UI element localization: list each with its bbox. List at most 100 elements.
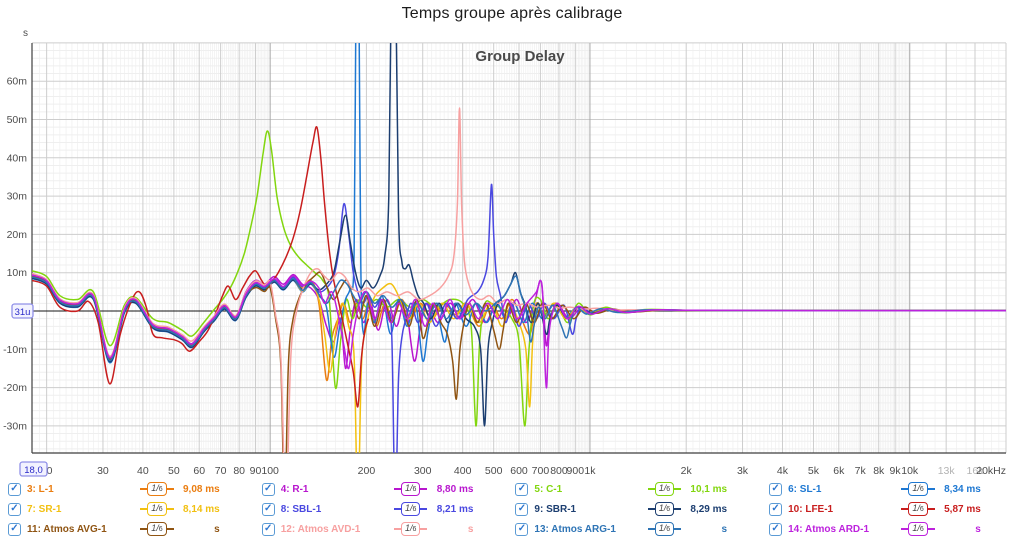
x-tick-label: 10k bbox=[901, 465, 919, 477]
smoothing-value: 1/6 bbox=[908, 482, 928, 496]
legend-label-8[interactable]: 8: SBL-1 bbox=[280, 503, 322, 515]
x-tick-label: 4k bbox=[777, 465, 789, 477]
legend-label-4[interactable]: 4: R-1 bbox=[280, 483, 309, 495]
x-tick-label: 1k bbox=[584, 465, 596, 477]
legend-label-13[interactable]: 13: Atmos ARG-1 bbox=[534, 523, 616, 535]
x-tick-label: 900 bbox=[567, 465, 585, 477]
x-tick-label: 6k bbox=[833, 465, 845, 477]
smoothing-widget-3[interactable]: 1/6 bbox=[131, 482, 183, 496]
x-tick-label: 13k bbox=[938, 465, 956, 477]
smoothing-widget-12[interactable]: 1/6 bbox=[385, 522, 437, 536]
smoothing-dash bbox=[393, 528, 401, 530]
x-tick-label: 50 bbox=[168, 465, 180, 477]
smoothing-dash bbox=[166, 508, 174, 510]
smoothing-value: 1/6 bbox=[400, 502, 421, 516]
smoothing-widget-4[interactable]: 1/6 bbox=[385, 482, 437, 496]
legend-checkbox-11[interactable]: ✓ bbox=[8, 522, 21, 536]
x-tick-label: 500 bbox=[485, 465, 503, 477]
x-tick-label: 9k bbox=[890, 465, 902, 477]
grid-minor bbox=[32, 43, 1006, 453]
legend-item-7: ✓ 7: SR-1 1/6 8,14 ms bbox=[6, 499, 260, 519]
x-tick-label: 2k bbox=[681, 465, 693, 477]
legend-checkbox-7[interactable]: ✓ bbox=[8, 502, 21, 516]
legend-label-3[interactable]: 3: L-1 bbox=[27, 483, 54, 495]
smoothing-dash bbox=[901, 508, 909, 510]
x-tick-label: 80 bbox=[233, 465, 245, 477]
smoothing-dash bbox=[674, 508, 682, 510]
cursor-y-readout[interactable]: 31u bbox=[11, 303, 34, 319]
smoothing-dash bbox=[166, 488, 174, 490]
series-trace-12 bbox=[32, 107, 1006, 453]
x-tick-label: 70 bbox=[215, 465, 227, 477]
smoothing-dash bbox=[420, 508, 428, 510]
legend-checkbox-4[interactable]: ✓ bbox=[261, 482, 275, 496]
y-tick-label: -20m bbox=[3, 382, 27, 394]
smoothing-widget-11[interactable]: 1/6 bbox=[131, 522, 183, 536]
y-tick-label: 10m bbox=[7, 267, 28, 279]
legend-checkbox-8[interactable]: ✓ bbox=[261, 502, 275, 516]
y-tick-label: 60m bbox=[7, 76, 28, 88]
smoothing-dash bbox=[674, 488, 682, 490]
smoothing-value: 1/6 bbox=[147, 522, 167, 536]
smoothing-dash bbox=[647, 488, 655, 490]
cursor-x-readout[interactable]: 18,0 bbox=[19, 461, 48, 477]
legend-item-6: ✓ 6: SL-1 1/6 8,34 ms bbox=[767, 479, 1021, 499]
legend-checkbox-13[interactable]: ✓ bbox=[515, 522, 529, 536]
legend-label-7[interactable]: 7: SR-1 bbox=[27, 503, 62, 515]
smoothing-dash bbox=[674, 528, 682, 530]
smoothing-dash bbox=[647, 528, 655, 530]
y-tick-label: -10m bbox=[3, 344, 27, 356]
legend-label-6[interactable]: 6: SL-1 bbox=[788, 483, 822, 495]
smoothing-dash bbox=[393, 488, 401, 490]
legend-label-5[interactable]: 5: C-1 bbox=[534, 483, 563, 495]
smoothing-dash bbox=[166, 528, 174, 530]
legend-checkbox-5[interactable]: ✓ bbox=[515, 482, 529, 496]
legend-item-13: ✓ 13: Atmos ARG-1 1/6 s bbox=[513, 519, 767, 539]
legend-checkbox-9[interactable]: ✓ bbox=[515, 502, 529, 516]
x-tick-label: 7k bbox=[855, 465, 867, 477]
legend-label-10[interactable]: 10: LFE-1 bbox=[788, 503, 834, 515]
legend-checkbox-10[interactable]: ✓ bbox=[769, 502, 783, 516]
legend-checkbox-6[interactable]: ✓ bbox=[769, 482, 783, 496]
smoothing-value: 1/6 bbox=[654, 482, 675, 496]
x-tick-label: 600 bbox=[510, 465, 528, 477]
legend-label-9[interactable]: 9: SBR-1 bbox=[534, 503, 577, 515]
smoothing-dash bbox=[140, 528, 148, 530]
smoothing-widget-6[interactable]: 1/6 bbox=[892, 482, 944, 496]
smoothing-value: 1/6 bbox=[400, 522, 421, 536]
plot-area[interactable]: 2030405060708090100200300400500600700800… bbox=[0, 0, 1024, 478]
legend-cursor-value-4: 8,80 ms bbox=[436, 483, 474, 495]
smoothing-widget-13[interactable]: 1/6 bbox=[638, 522, 690, 536]
legend-item-3: ✓ 3: L-1 1/6 9,08 ms bbox=[6, 479, 260, 499]
legend-label-14[interactable]: 14: Atmos ARD-1 bbox=[788, 523, 870, 535]
smoothing-widget-14[interactable]: 1/6 bbox=[892, 522, 944, 536]
y-axis-unit: s bbox=[23, 28, 28, 39]
legend-label-12[interactable]: 12: Atmos AVD-1 bbox=[280, 523, 361, 535]
x-tick-label: 40 bbox=[137, 465, 149, 477]
legend-item-11: ✓ 11: Atmos AVG-1 1/6 s bbox=[6, 519, 260, 539]
smoothing-widget-10[interactable]: 1/6 bbox=[892, 502, 944, 516]
smoothing-value: 1/6 bbox=[147, 502, 167, 516]
legend-checkbox-3[interactable]: ✓ bbox=[8, 482, 21, 496]
y-tick-label: 20m bbox=[7, 229, 28, 241]
legend-label-11[interactable]: 11: Atmos AVG-1 bbox=[27, 523, 107, 535]
smoothing-widget-7[interactable]: 1/6 bbox=[131, 502, 183, 516]
legend-checkbox-12[interactable]: ✓ bbox=[261, 522, 275, 536]
legend-item-9: ✓ 9: SBR-1 1/6 8,29 ms bbox=[513, 499, 767, 519]
smoothing-widget-9[interactable]: 1/6 bbox=[638, 502, 690, 516]
smoothing-dash bbox=[647, 508, 655, 510]
series-traces bbox=[32, 43, 1006, 453]
smoothing-widget-5[interactable]: 1/6 bbox=[638, 482, 690, 496]
smoothing-value: 1/6 bbox=[147, 482, 167, 496]
x-tick-label: 20kHz bbox=[976, 465, 1006, 477]
x-tick-label: 90 bbox=[250, 465, 262, 477]
smoothing-dash bbox=[420, 488, 428, 490]
x-tick-label: 700 bbox=[532, 465, 550, 477]
axis-labels: 2030405060708090100200300400500600700800… bbox=[3, 28, 1006, 477]
legend-checkbox-14[interactable]: ✓ bbox=[769, 522, 783, 536]
series-trace-10 bbox=[32, 126, 370, 408]
smoothing-widget-8[interactable]: 1/6 bbox=[385, 502, 437, 516]
y-tick-label: 30m bbox=[7, 191, 28, 203]
legend-item-4: ✓ 4: R-1 1/6 8,80 ms bbox=[260, 479, 514, 499]
